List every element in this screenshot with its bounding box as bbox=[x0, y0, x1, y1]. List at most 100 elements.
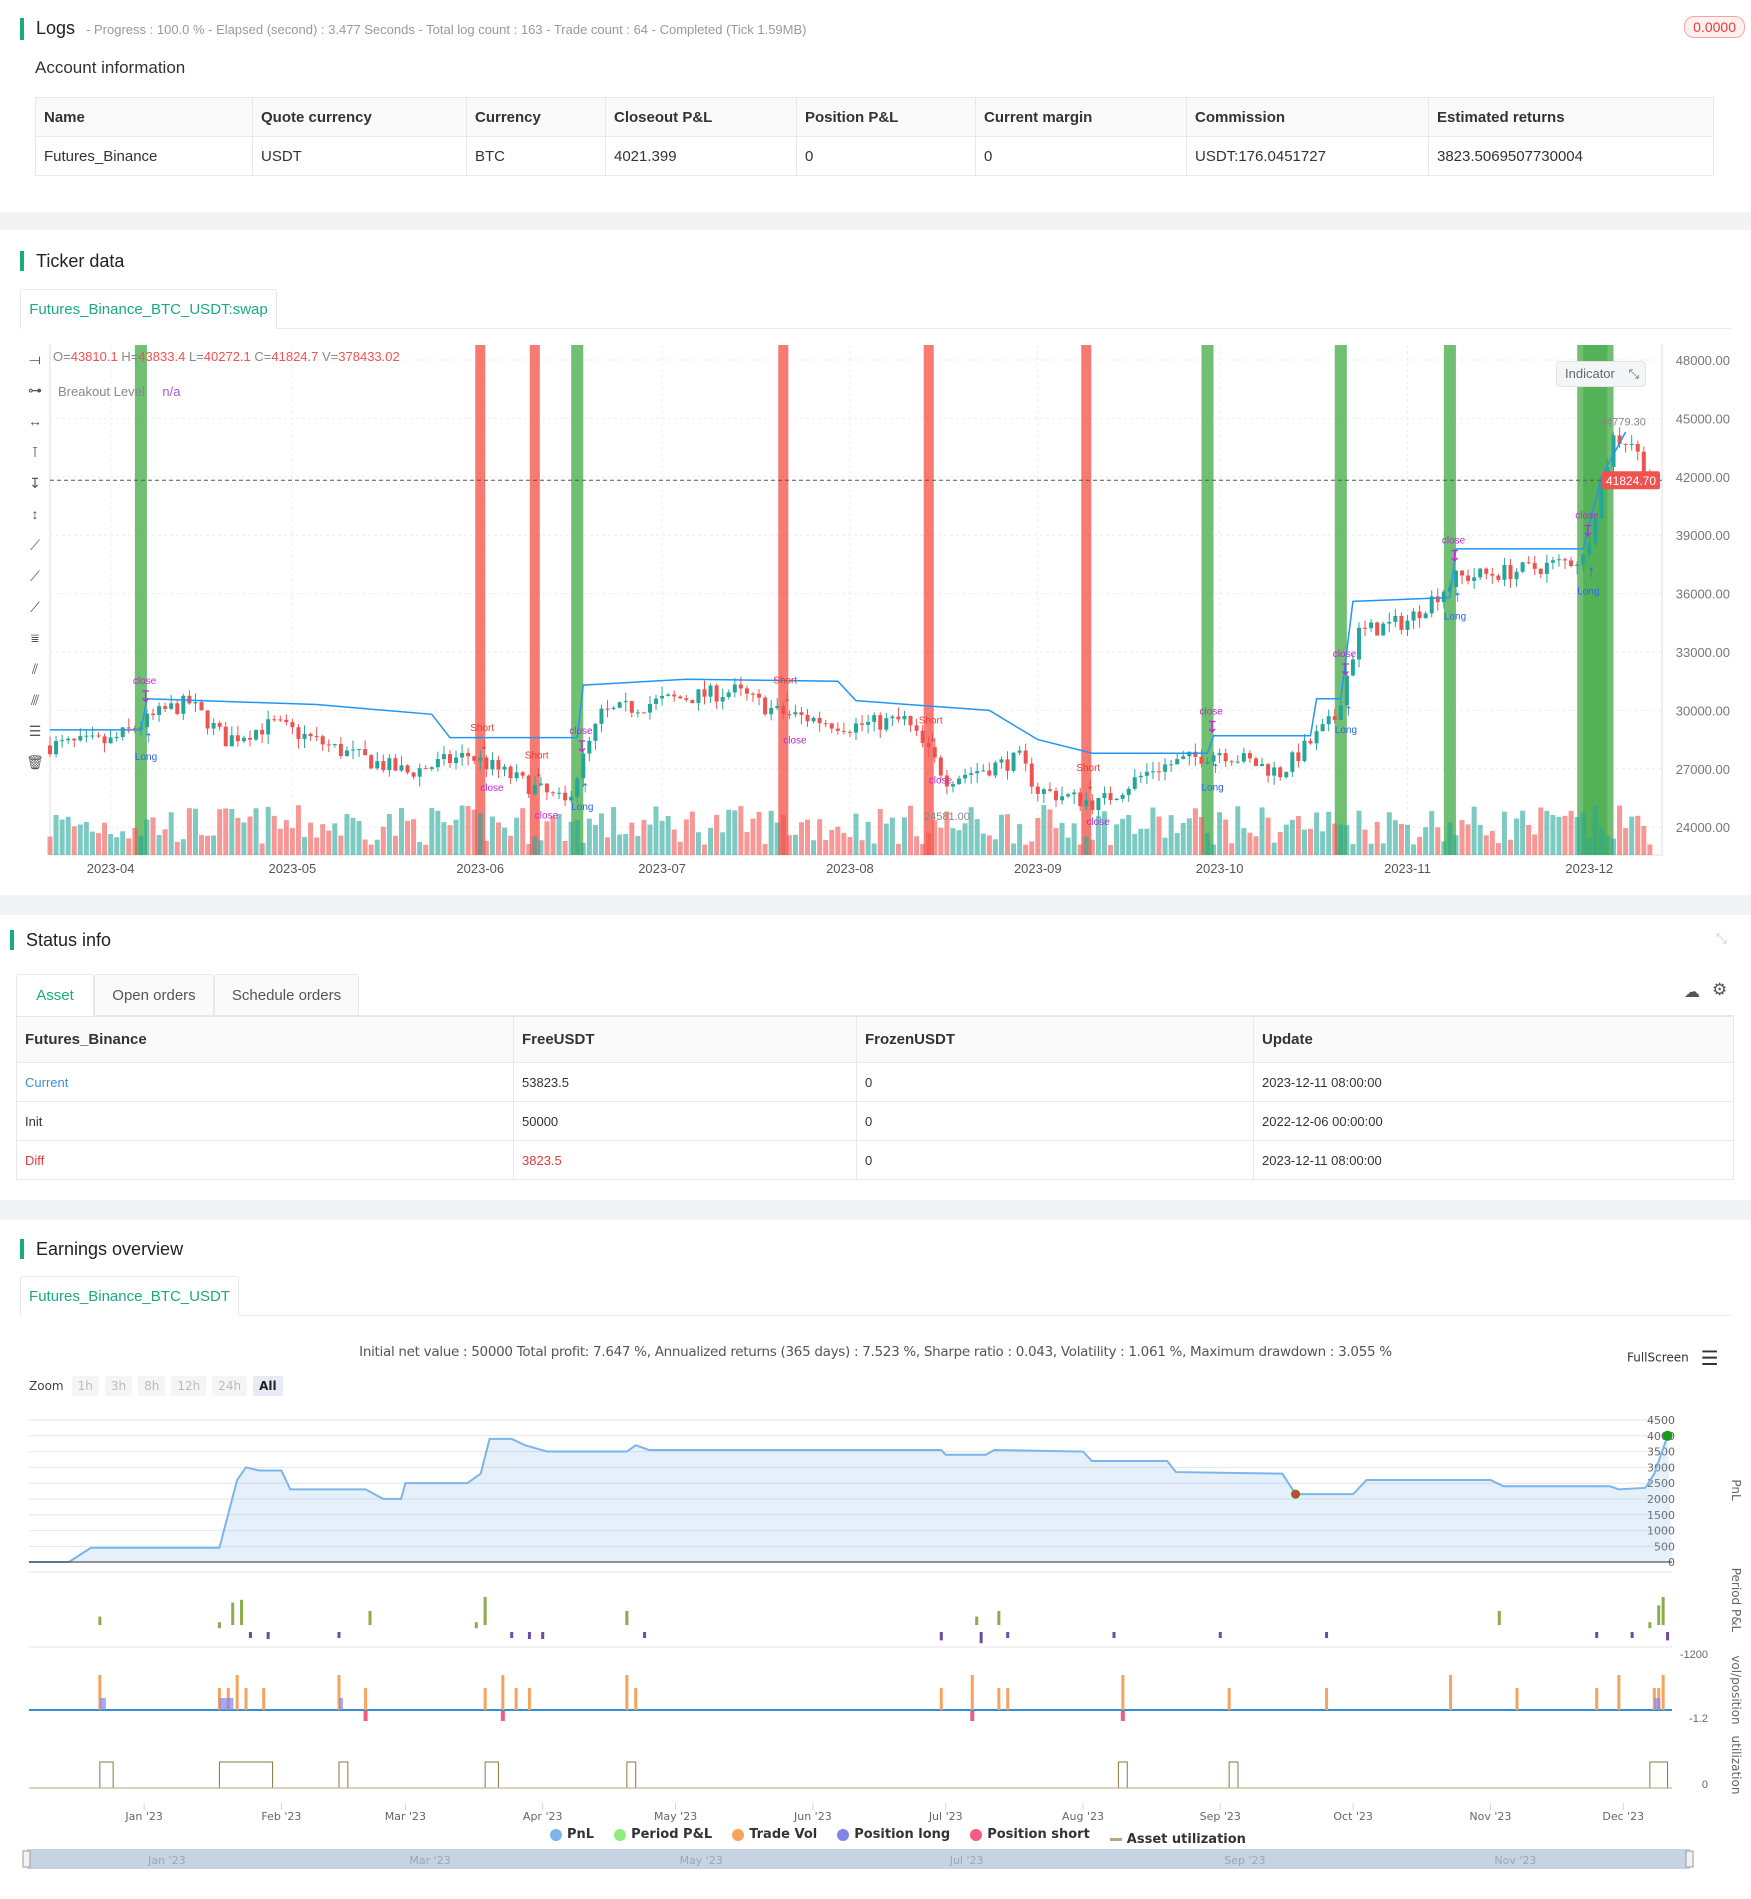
candle-body bbox=[1496, 575, 1501, 580]
volume-bar bbox=[465, 805, 471, 855]
legend-label: Position long bbox=[854, 1827, 951, 1842]
horizontal-segment-tool-icon[interactable]: ↔ bbox=[28, 413, 42, 429]
price-chart[interactable]: 48000.00 45000.00 42000.00 39000.00 36000.00… bbox=[0, 340, 1751, 880]
volume-bar bbox=[1271, 842, 1277, 855]
horizontal-ray-tool-icon[interactable]: ⊶ bbox=[28, 382, 42, 398]
volume-bar bbox=[1295, 816, 1301, 855]
candle-body bbox=[641, 712, 646, 714]
indicator-button[interactable]: Indicator ⤡ bbox=[1556, 361, 1646, 387]
volume-bar bbox=[550, 816, 556, 855]
period-pnl-bar bbox=[1666, 1632, 1670, 1641]
candle-body bbox=[781, 705, 786, 715]
short-label: Short bbox=[773, 675, 797, 686]
vertical-segment-tool-icon[interactable]: ↕ bbox=[31, 506, 39, 522]
volume-value: 378433.02 bbox=[338, 349, 400, 364]
period-pnl-bar bbox=[231, 1602, 235, 1625]
volume-bar bbox=[1423, 827, 1429, 855]
period-pnl-bar bbox=[1112, 1632, 1116, 1638]
long-label: Long bbox=[571, 802, 593, 813]
period-pnl-bar bbox=[1006, 1632, 1010, 1638]
legend-item[interactable]: Period P&L bbox=[614, 1827, 712, 1843]
volume-bar bbox=[1132, 833, 1138, 855]
legend-item[interactable]: Position short bbox=[970, 1827, 1090, 1843]
earnings-chart[interactable]: 450040003500300025002000150010005000PnLP… bbox=[0, 1400, 1751, 1880]
tab-schedule-orders[interactable]: Schedule orders bbox=[214, 974, 359, 1015]
horizontal-line-tool-icon[interactable]: ⟞ bbox=[29, 351, 41, 367]
account-info-title: Account information bbox=[35, 58, 186, 77]
volume-bar bbox=[750, 818, 756, 855]
collapse-icon[interactable]: ⤡ bbox=[1715, 930, 1727, 946]
fullscreen-button[interactable]: FullScreen ☰ bbox=[1627, 1346, 1719, 1370]
legend-item[interactable]: PnL bbox=[550, 1827, 594, 1843]
volume-bar bbox=[53, 814, 59, 855]
menu-icon[interactable]: ☰ bbox=[1700, 1346, 1719, 1370]
volume-bar bbox=[1150, 807, 1156, 855]
vertical-ray-tool-icon[interactable]: ↧ bbox=[29, 475, 41, 491]
zoom-1h-button[interactable]: 1h bbox=[71, 1376, 99, 1396]
candle-body bbox=[1047, 789, 1052, 791]
candle-body bbox=[1241, 753, 1246, 762]
candle-body bbox=[957, 778, 962, 785]
volume-bar bbox=[701, 844, 707, 855]
volume-bar bbox=[1380, 843, 1386, 855]
candle-body bbox=[308, 733, 313, 737]
volume-bar bbox=[417, 841, 423, 855]
period-pnl-bar bbox=[1325, 1632, 1329, 1638]
volume-bar bbox=[1598, 828, 1604, 855]
close-label: C= bbox=[254, 349, 272, 364]
trend-line-tool-icon[interactable]: ⟋ bbox=[30, 537, 40, 553]
volume-bar bbox=[1635, 815, 1641, 855]
candle-body bbox=[969, 773, 974, 775]
volume-bar bbox=[695, 832, 701, 855]
candle-body bbox=[1035, 786, 1040, 794]
time-tick-label: 2023-05 bbox=[269, 861, 317, 876]
ray-line-tool-icon[interactable]: ⟋ bbox=[30, 568, 40, 584]
zoom-3h-button[interactable]: 3h bbox=[104, 1376, 133, 1396]
utilization-step bbox=[1117, 1761, 1128, 1788]
tab-ticker-swap[interactable]: Futures_Binance_BTC_USDT:swap bbox=[20, 289, 277, 329]
tab-earnings-symbol[interactable]: Futures_Binance_BTC_USDT bbox=[20, 1276, 239, 1316]
period-pnl-bar bbox=[1630, 1632, 1634, 1638]
trade-vol-bar bbox=[1617, 1675, 1621, 1710]
trash-icon[interactable]: 🗑 bbox=[26, 754, 44, 770]
legend-item[interactable]: Trade Vol bbox=[732, 1827, 817, 1843]
parallel-channel-tool-icon[interactable]: ⫽ bbox=[31, 661, 39, 677]
tab-underline bbox=[20, 328, 1731, 329]
legend-item[interactable]: Position long bbox=[837, 1827, 950, 1843]
col-currency: Currency bbox=[466, 97, 606, 137]
cloud-download-icon[interactable]: ☁ bbox=[1684, 984, 1700, 1001]
ticker-title: Ticker data bbox=[20, 251, 124, 271]
candle-body bbox=[1011, 752, 1016, 771]
cell: 53823.5 bbox=[513, 1062, 857, 1102]
volume-bar bbox=[877, 809, 883, 855]
trade-vol-bar bbox=[997, 1688, 1001, 1710]
fib-lines-tool-icon[interactable]: ☰ bbox=[28, 723, 42, 739]
volume-bar bbox=[835, 826, 841, 855]
volume-bar bbox=[229, 808, 235, 855]
fib-tool-icon[interactable]: ⫻ bbox=[30, 692, 40, 708]
zoom-12h-button[interactable]: 12h bbox=[171, 1376, 207, 1396]
cell-estimated-returns: 3823.5069507730004 bbox=[1428, 136, 1714, 176]
zoom-8h-button[interactable]: 8h bbox=[138, 1376, 166, 1396]
zoom-24h-button[interactable]: 24h bbox=[212, 1376, 248, 1396]
expand-icon[interactable]: ⤡ bbox=[1628, 366, 1639, 381]
volume-bar bbox=[1229, 843, 1235, 855]
volume-bar bbox=[508, 835, 514, 855]
volume-bar bbox=[1362, 829, 1368, 855]
candle-body bbox=[1502, 565, 1507, 580]
short-label: Short bbox=[525, 750, 549, 761]
price-line-tool-icon[interactable]: ⩸ bbox=[30, 630, 40, 646]
gear-icon[interactable]: ⚙ bbox=[1712, 980, 1728, 999]
candle-body bbox=[169, 703, 174, 709]
tab-open-orders[interactable]: Open orders bbox=[94, 974, 214, 1015]
tab-asset[interactable]: Asset bbox=[16, 974, 94, 1016]
pnl-tick-label: 0 bbox=[1668, 1556, 1675, 1569]
candle-body bbox=[1193, 751, 1198, 757]
volume-bar bbox=[605, 837, 611, 855]
close-label: close bbox=[1575, 511, 1599, 522]
zoom-all-button[interactable]: All bbox=[253, 1376, 283, 1396]
vertical-line-tool-icon[interactable]: ⊺ bbox=[31, 444, 39, 460]
candle-body bbox=[1229, 761, 1234, 763]
segment-tool-icon[interactable]: ⟋ bbox=[30, 599, 40, 615]
legend-item[interactable]: Asset utilization bbox=[1109, 1832, 1246, 1848]
